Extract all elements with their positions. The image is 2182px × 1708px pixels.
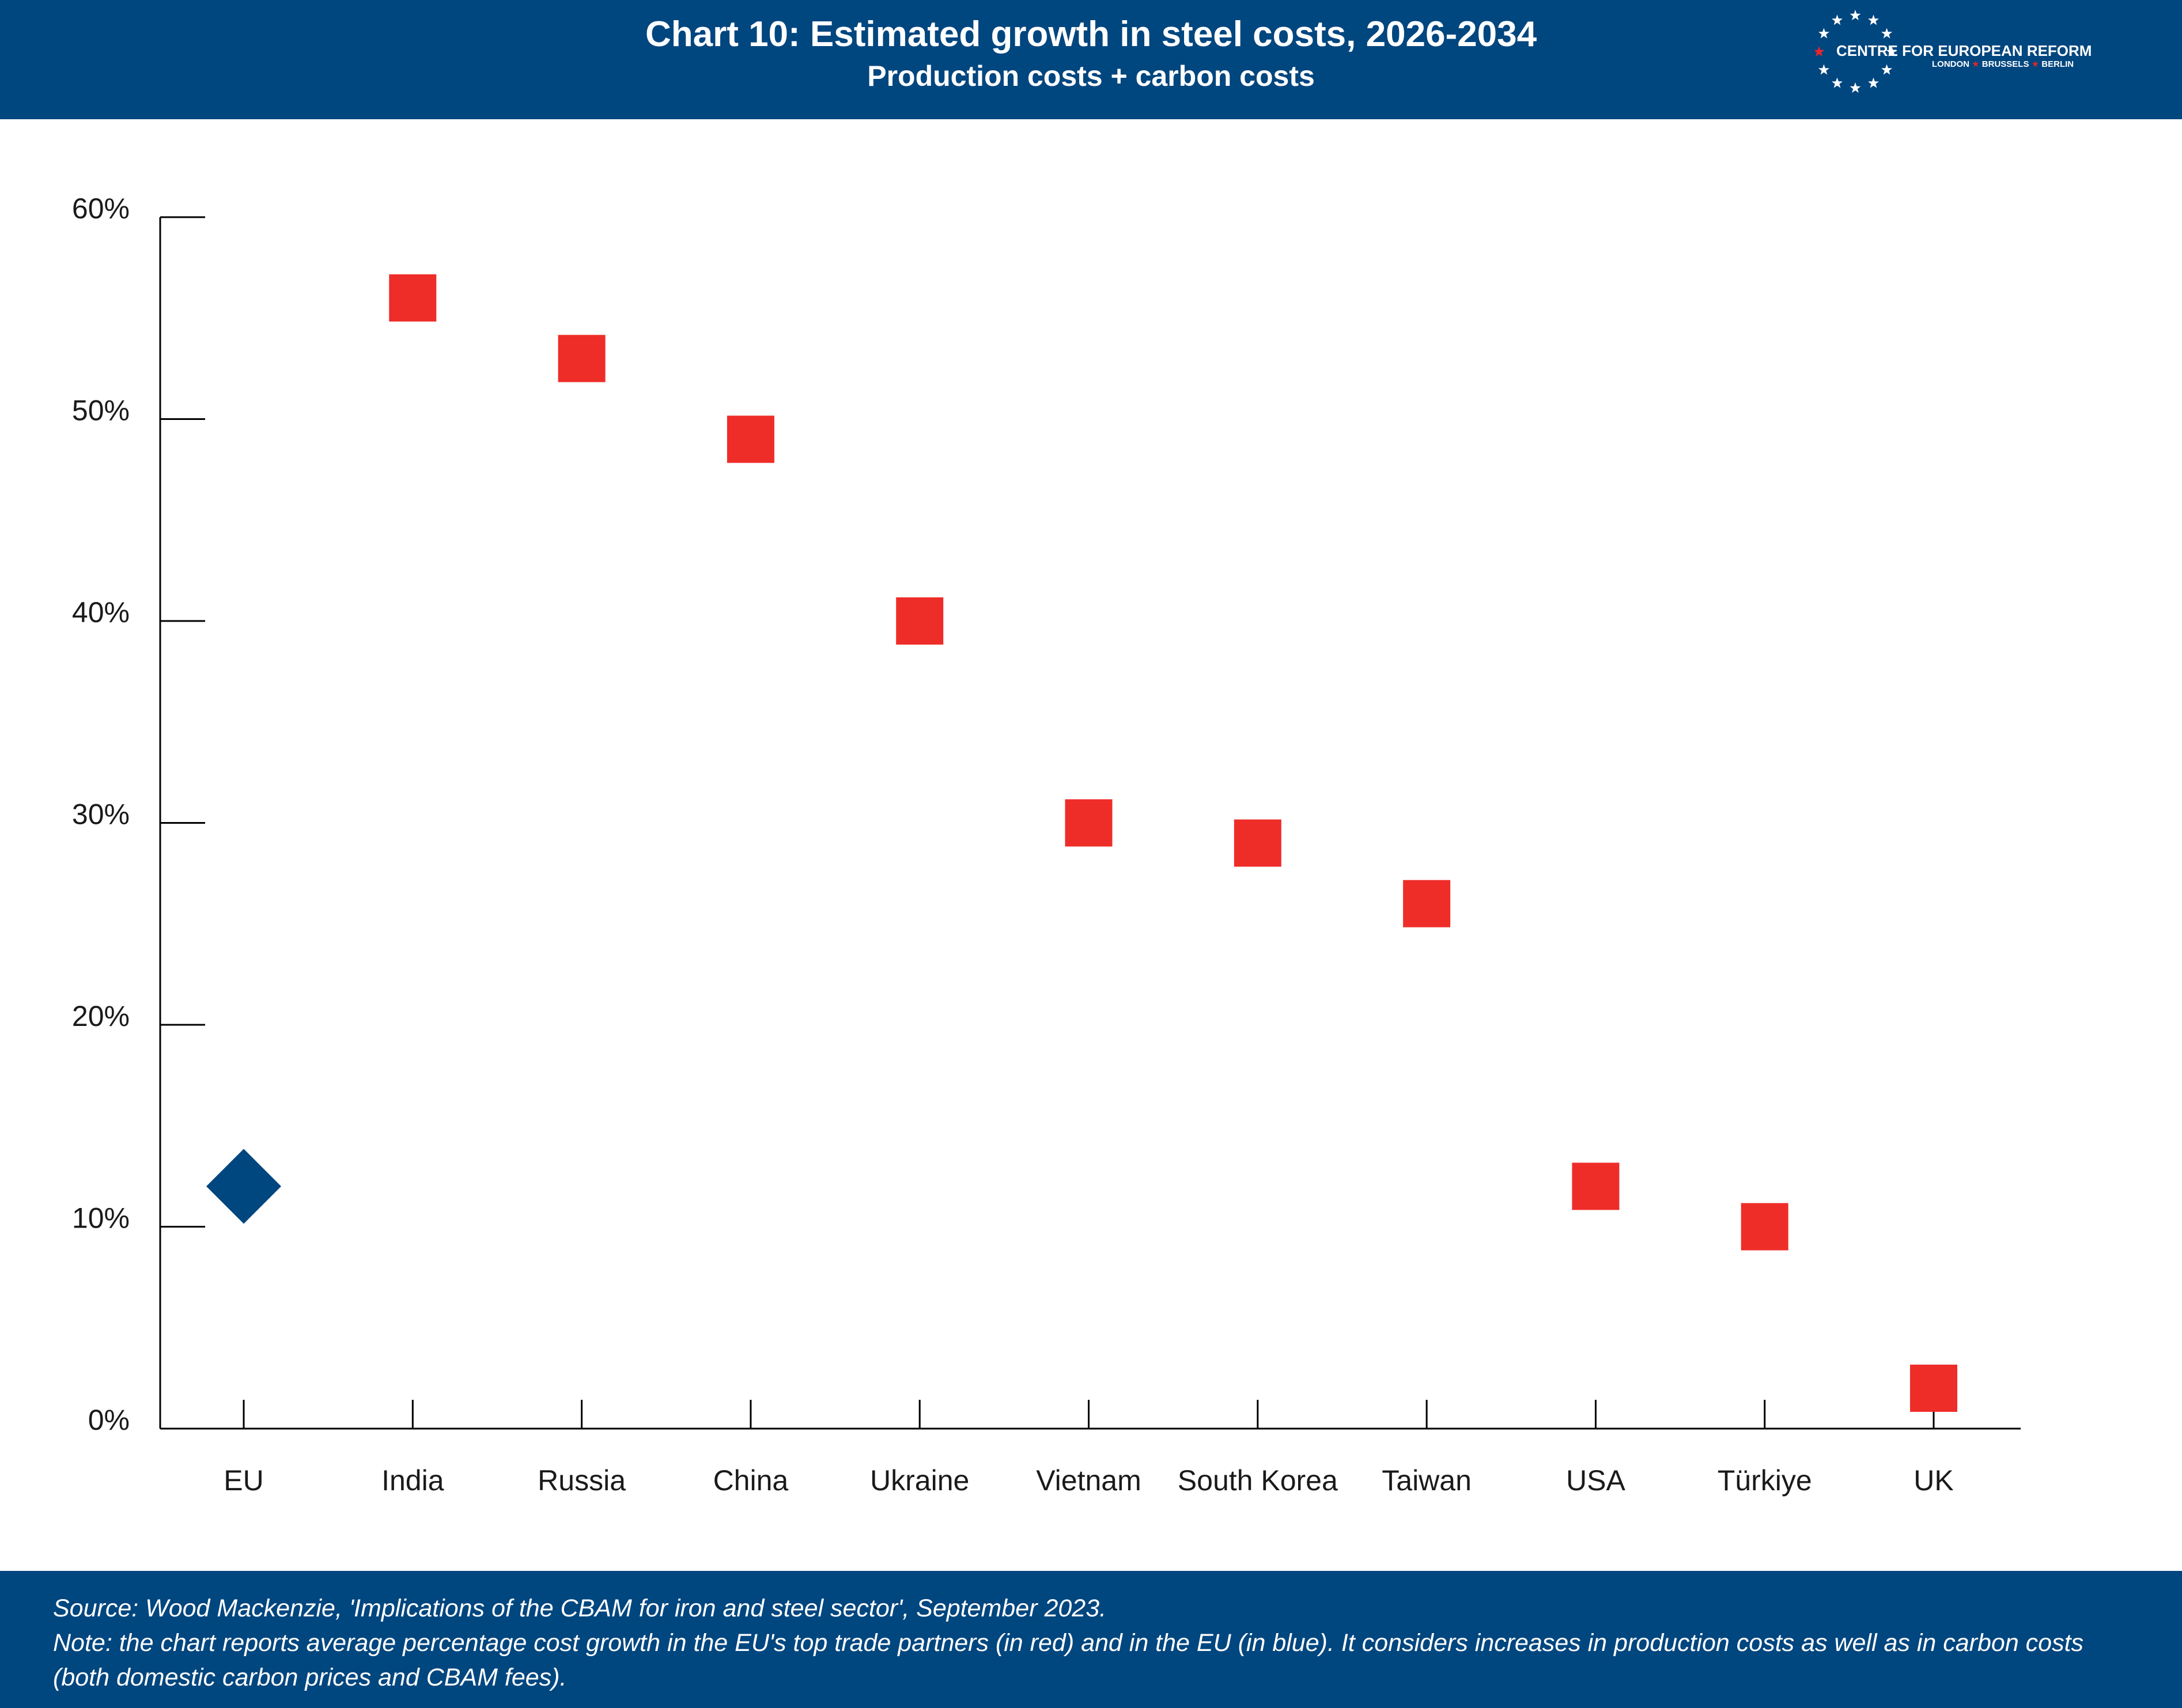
- x-tick-label: UK: [1913, 1464, 1953, 1497]
- logo-star: [1881, 28, 1893, 39]
- x-tick-label: Türkiye: [1718, 1464, 1812, 1497]
- chart-title: Chart 10: Estimated growth in steel cost…: [645, 14, 1537, 54]
- logo-star: [1886, 46, 1897, 57]
- marker-russia: [558, 335, 606, 382]
- chart-subtitle: Production costs + carbon costs: [867, 60, 1315, 92]
- logo-star-separator: ★: [1972, 59, 1980, 69]
- chart-footer: Source: Wood Mackenzie, 'Implications of…: [0, 1571, 2182, 1708]
- x-tick-label: China: [713, 1464, 789, 1497]
- logo-cities: LONDON ★ BRUSSELS ★ BERLIN: [1932, 59, 2074, 70]
- logo-star: [1818, 28, 1829, 39]
- logo-star: [1832, 14, 1843, 25]
- logo-star: [1850, 82, 1861, 93]
- logo-star: [1881, 64, 1893, 75]
- y-tick-label: 50%: [72, 395, 130, 427]
- scatter-chart: 0% 10% 20% 30% 40% 50% 60% EU India Russia China Uk…: [72, 192, 2021, 1497]
- logo-star: [1850, 10, 1861, 21]
- x-tick-label: Ukraine: [870, 1464, 969, 1497]
- y-tick-label: 60%: [72, 192, 130, 225]
- axes: 0% 10% 20% 30% 40% 50% 60% EU India Russia China Uk…: [72, 192, 2021, 1497]
- marker-ukraine: [896, 597, 944, 645]
- y-tick-label: 40%: [72, 596, 130, 628]
- x-tick-label: Taiwan: [1382, 1464, 1472, 1497]
- x-tick-label: India: [381, 1464, 444, 1497]
- note-line-1: Note: the chart reports average percenta…: [53, 1629, 2084, 1657]
- source-note: Source: Wood Mackenzie, 'Implications of…: [53, 1595, 1107, 1622]
- y-tick-label: 0%: [88, 1404, 130, 1436]
- x-tick-label: South Korea: [1178, 1464, 1338, 1497]
- logo-name: CENTRE FOR EUROPEAN REFORM: [1836, 42, 2092, 59]
- logo-star: [1818, 64, 1829, 75]
- marker-uk: [1910, 1364, 1957, 1412]
- logo-city-london: LONDON: [1932, 59, 1969, 69]
- marker-south-korea: [1234, 819, 1281, 867]
- logo-city-berlin: BERLIN: [2041, 59, 2074, 69]
- marker-usa: [1572, 1162, 1620, 1210]
- x-tick-label: USA: [1566, 1464, 1625, 1497]
- logo-star-separator: ★: [2031, 59, 2040, 69]
- marker-taiwan: [1403, 880, 1451, 927]
- marker-vietnam: [1065, 799, 1113, 847]
- marker-türkiye: [1741, 1203, 1788, 1251]
- marker-india: [389, 274, 437, 322]
- note-line-2: (both domestic carbon prices and CBAM fe…: [53, 1664, 567, 1691]
- y-tick-label: 10%: [72, 1202, 130, 1234]
- y-tick-label: 20%: [72, 1000, 130, 1032]
- logo-star: [1832, 77, 1843, 88]
- y-tick-label: 30%: [72, 798, 130, 831]
- cer-logo: CENTRE FOR EUROPEAN REFORM LONDON ★ BRUS…: [1815, 9, 2092, 95]
- marker-china: [727, 415, 774, 463]
- chart-header: Chart 10: Estimated growth in steel cost…: [0, 0, 2182, 119]
- logo-star: [1868, 14, 1879, 25]
- logo-star: [1815, 46, 1825, 57]
- x-tick-label: Vietnam: [1036, 1464, 1141, 1497]
- logo-city-brussels: BRUSSELS: [1981, 59, 2029, 69]
- ring-of-stars-icon: [1815, 10, 1897, 93]
- data-marks: [206, 274, 1957, 1412]
- logo-star: [1868, 77, 1879, 88]
- x-tick-label: EU: [224, 1464, 263, 1497]
- marker-eu: [206, 1149, 281, 1224]
- x-tick-label: Russia: [538, 1464, 626, 1497]
